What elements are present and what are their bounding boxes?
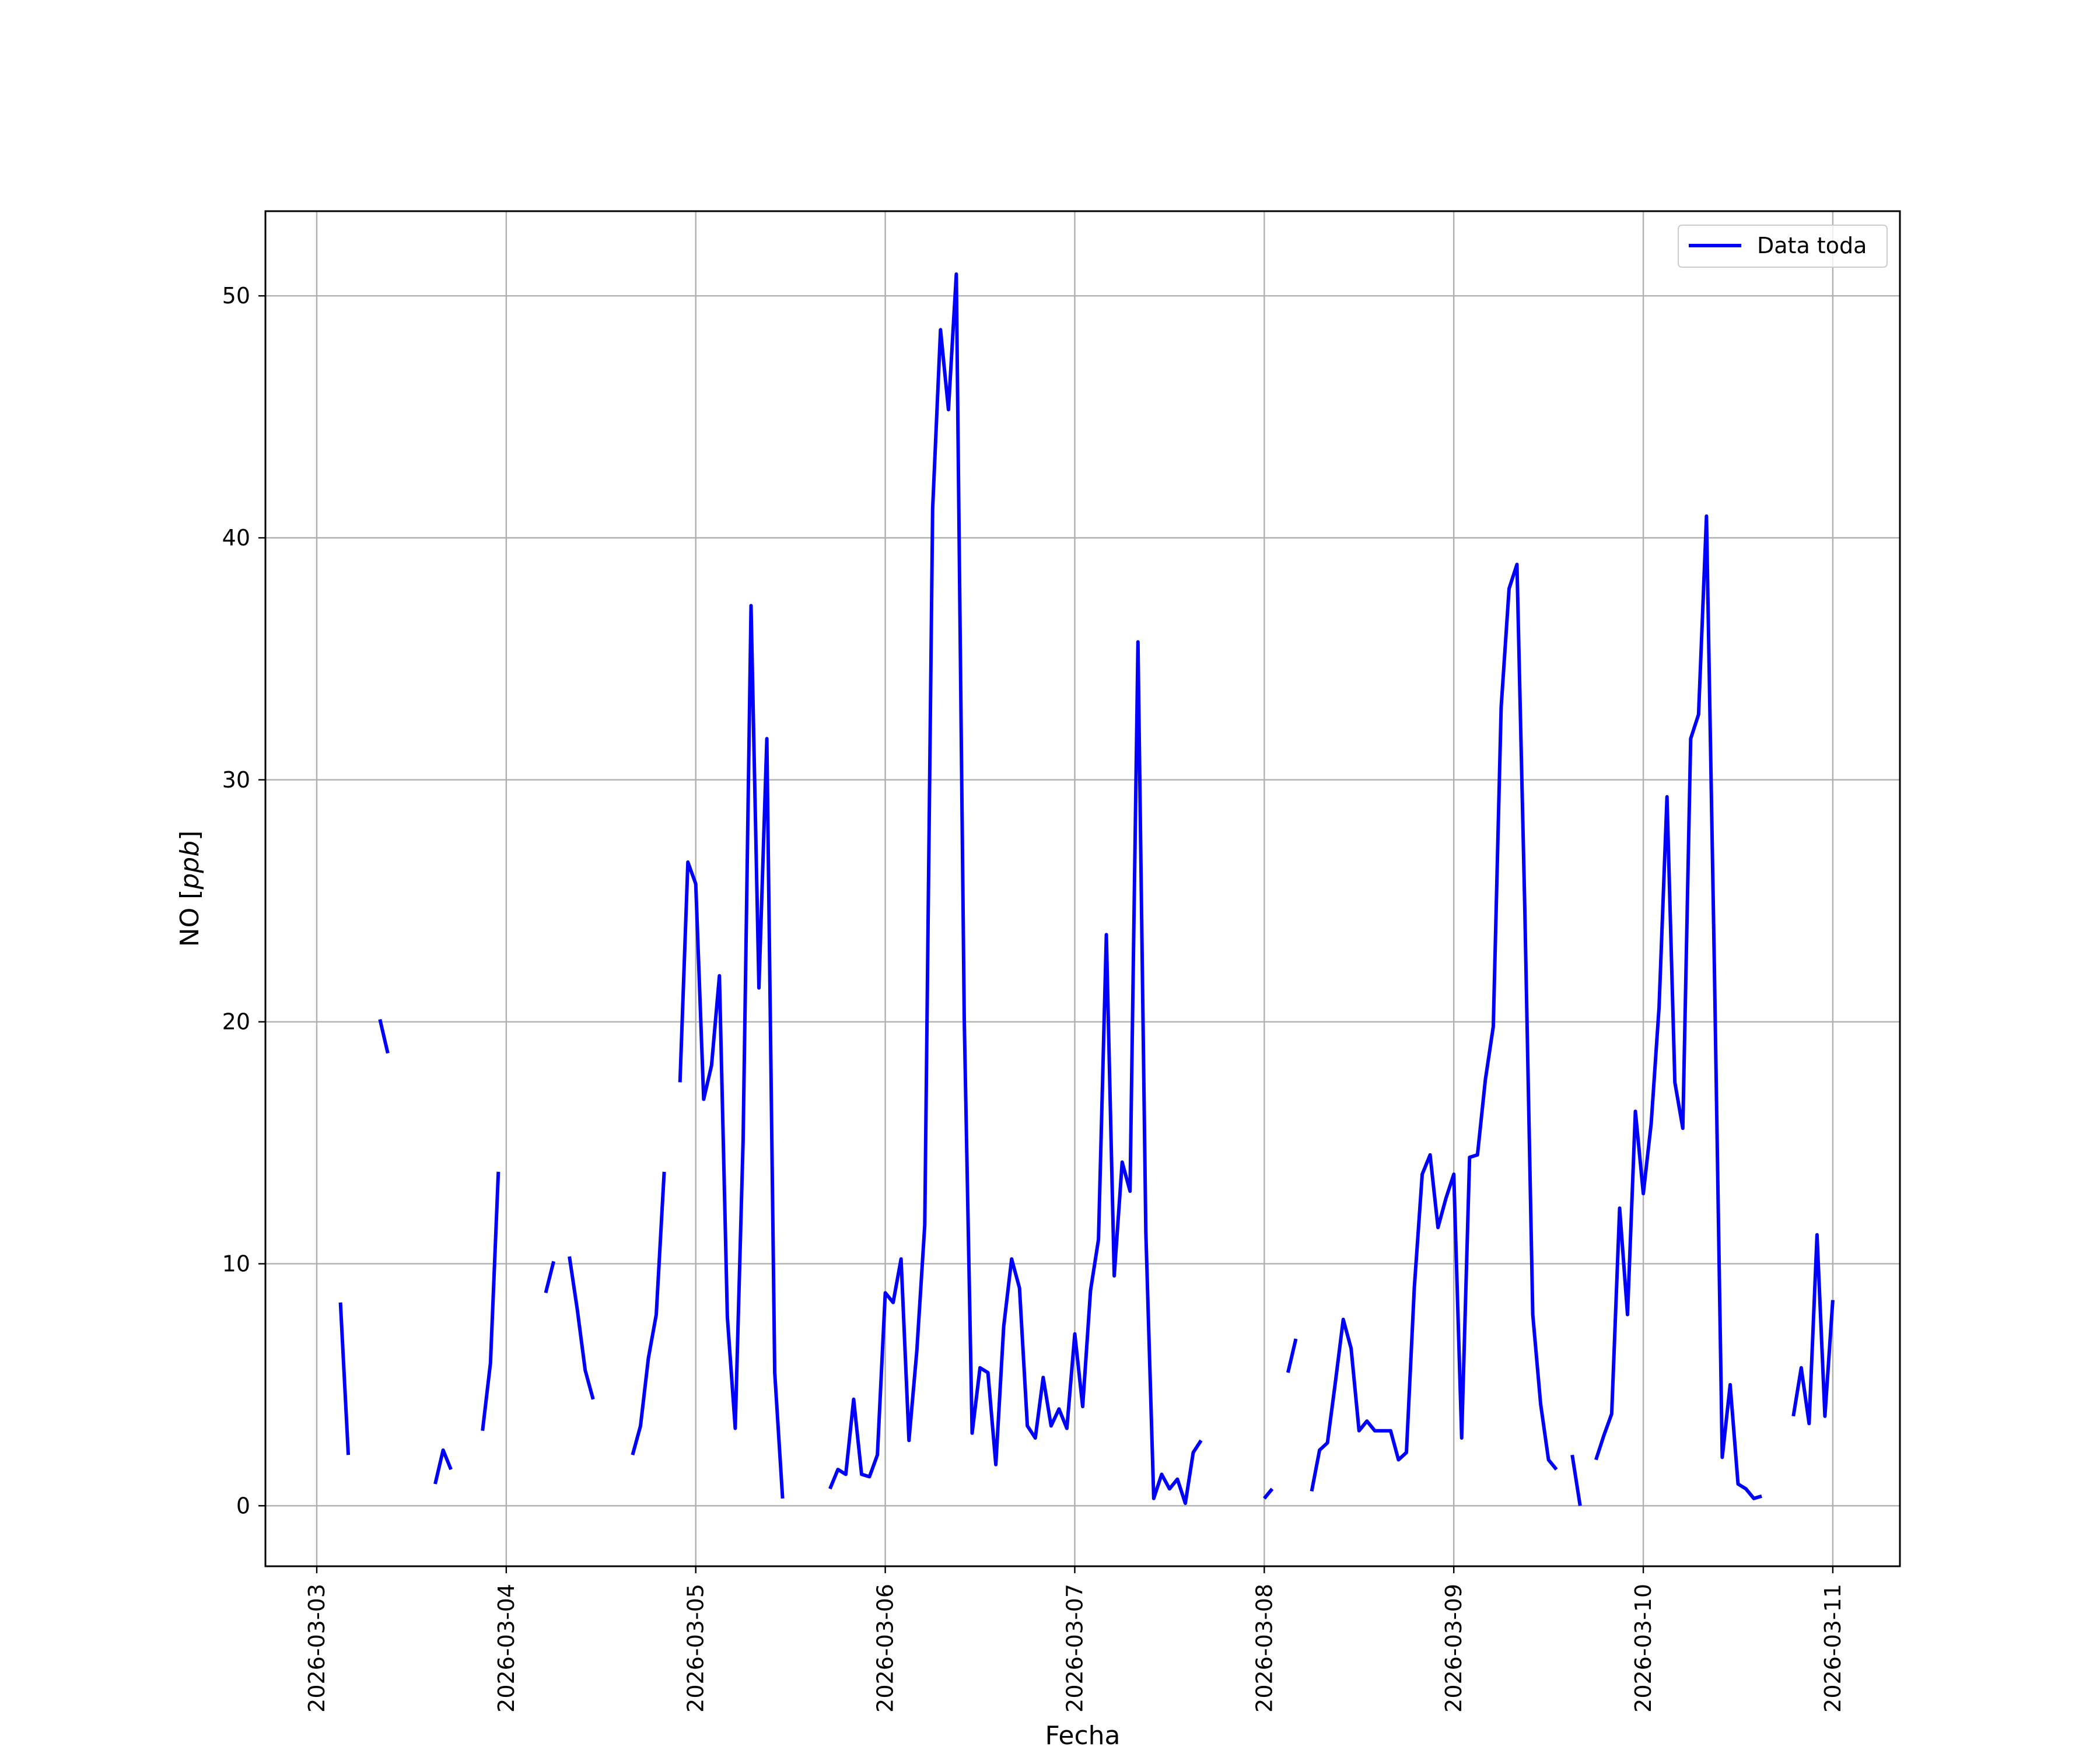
plot-frame <box>265 211 1900 1566</box>
x-axis-title: Fecha <box>1045 1721 1120 1750</box>
x-tick-label: 2026-03-08 <box>1251 1584 1277 1713</box>
x-tick-label: 2026-03-04 <box>494 1584 519 1713</box>
y-tick-label: 20 <box>222 1009 250 1035</box>
x-tick-label: 2026-03-09 <box>1441 1584 1466 1713</box>
legend-label: Data toda <box>1757 233 1867 258</box>
series-line-segment <box>569 1256 593 1399</box>
y-tick-label: 0 <box>236 1493 250 1518</box>
series-line-segment <box>1572 1455 1580 1506</box>
x-tick-label: 2026-03-06 <box>873 1584 898 1713</box>
y-tick-label: 10 <box>222 1251 250 1276</box>
y-tick-label: 40 <box>222 525 250 551</box>
x-tick-label: 2026-03-07 <box>1062 1584 1087 1713</box>
series-line-segment <box>632 1172 664 1455</box>
series-line-segment <box>341 1303 349 1455</box>
x-axis: 2026-03-03 2026-03-04 2026-03-05 2026-03-06… <box>304 1566 1846 1713</box>
series-line-segment <box>1596 516 1762 1499</box>
legend: Data toda <box>1678 225 1887 267</box>
series-line-segment <box>435 1450 451 1484</box>
series-line-segment <box>1264 1489 1272 1499</box>
series-line-segment <box>546 1261 554 1293</box>
series-line-segment <box>380 1020 388 1054</box>
x-tick-label: 2026-03-05 <box>683 1584 709 1713</box>
x-tick-label: 2026-03-11 <box>1820 1584 1846 1713</box>
series-line-segment <box>1312 565 1557 1492</box>
series-layer <box>341 274 1833 1506</box>
y-tick-label: 50 <box>222 283 250 309</box>
x-tick-label: 2026-03-03 <box>304 1584 330 1713</box>
y-tick-label: 30 <box>222 767 250 793</box>
grid-lines <box>265 211 1900 1566</box>
series-line-segment <box>482 1172 498 1431</box>
y-axis-title: NO [ppb] <box>175 831 205 947</box>
series-line-segment <box>1288 1339 1296 1373</box>
x-tick-label: 2026-03-10 <box>1630 1584 1656 1713</box>
y-axis: 0 10 20 30 40 50 <box>222 283 265 1518</box>
series-line-segment <box>1793 1235 1833 1424</box>
